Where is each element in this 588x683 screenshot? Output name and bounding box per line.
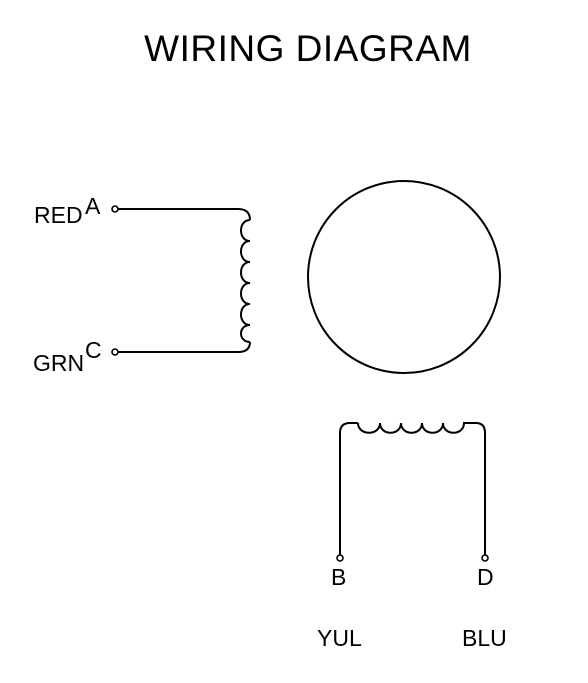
coil-b-d-winding (357, 422, 486, 555)
terminal-b-color: YUL (317, 625, 362, 651)
terminal-d-dot (481, 554, 489, 562)
terminal-a-letter: A (85, 193, 101, 219)
wire-a (118, 208, 251, 221)
terminal-d-color: BLU (462, 625, 507, 651)
coil-a-c-winding (240, 219, 251, 343)
terminal-c-dot (111, 348, 119, 356)
wire-c (118, 341, 251, 353)
wire-b (339, 422, 358, 555)
terminal-c-color: GRN (33, 350, 84, 376)
diagram-title: WIRING DIAGRAM (144, 28, 472, 69)
coil-b-d (336, 422, 489, 562)
terminal-b-dot (336, 554, 344, 562)
terminal-c-letter: C (85, 337, 102, 363)
terminal-b-letter: B (331, 564, 346, 590)
terminal-a-color: RED (34, 202, 83, 228)
rotor-circle (307, 180, 501, 374)
terminal-d-letter: D (477, 564, 494, 590)
coil-a-c (111, 205, 251, 356)
terminal-a-dot (111, 205, 119, 213)
